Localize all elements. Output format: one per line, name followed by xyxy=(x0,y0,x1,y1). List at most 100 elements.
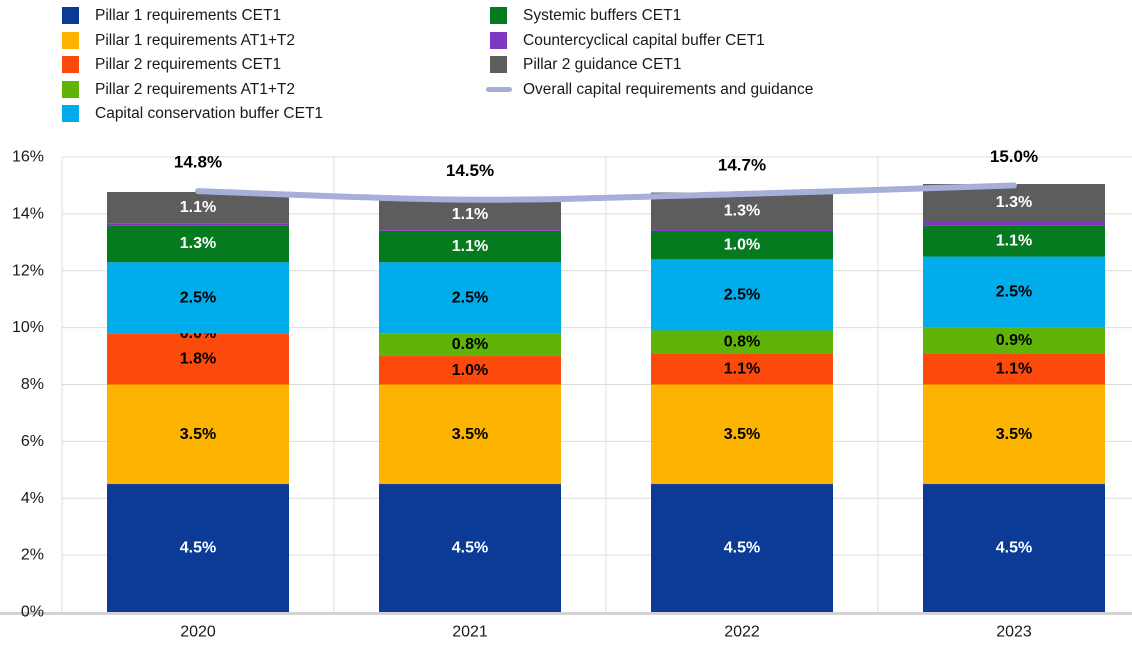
bar-segment xyxy=(107,333,289,385)
bar-segment xyxy=(651,259,833,331)
segment-value-label: 1.0% xyxy=(452,362,488,379)
x-axis-category-label: 2020 xyxy=(180,624,216,641)
total-value-label: 15.0% xyxy=(990,147,1038,166)
segment-value-label: 2.5% xyxy=(180,289,216,306)
legend-column-right: Systemic buffers CET1 Countercyclical cap… xyxy=(486,7,814,105)
segment-value-label: 4.5% xyxy=(180,540,216,557)
legend-label: Pillar 2 requirements CET1 xyxy=(95,56,282,73)
bar-segment xyxy=(379,484,561,612)
bar-segment xyxy=(107,191,289,224)
segment-value-label: 1.3% xyxy=(724,203,760,220)
segment-value-label: 1.1% xyxy=(180,199,216,216)
x-axis-category-label: 2022 xyxy=(724,624,760,641)
bar-segment xyxy=(651,384,833,485)
bar-segment xyxy=(107,384,289,485)
segment-value-label: 1.8% xyxy=(180,350,216,367)
legend-column-left: Pillar 1 requirements CET1 Pillar 1 requi… xyxy=(62,7,323,130)
bar-segment xyxy=(379,333,561,357)
bar-segment xyxy=(107,262,289,334)
legend-square-swatch-icon xyxy=(62,7,79,24)
legend-square-swatch-icon xyxy=(62,31,79,49)
x-axis-category-label: 2023 xyxy=(996,624,1032,641)
y-axis-tick-label: 10% xyxy=(12,319,44,336)
y-axis-tick-label: 0% xyxy=(21,604,44,621)
bar-segment xyxy=(923,256,1105,328)
bar-segment xyxy=(651,330,833,354)
total-value-label: 14.7% xyxy=(718,155,766,174)
bar-segment xyxy=(107,225,289,263)
y-axis-tick-label: 6% xyxy=(21,433,44,450)
segment-value-label: 1.3% xyxy=(996,194,1032,211)
bar-segment xyxy=(923,225,1105,257)
segment-value-label: 4.5% xyxy=(452,540,488,557)
legend-label: Pillar 2 requirements AT1+T2 xyxy=(95,80,296,98)
x-axis-category-label: 2021 xyxy=(452,624,488,641)
bar-segment xyxy=(651,484,833,612)
segment-value-label: 1.0% xyxy=(724,237,760,254)
segment-value-label: 1.1% xyxy=(452,206,488,223)
segment-value-label: 4.5% xyxy=(724,540,760,557)
segment-value-label: 1.1% xyxy=(996,360,1032,377)
legend-square-swatch-icon xyxy=(62,80,79,98)
bar-segment xyxy=(923,220,1105,226)
bar-segment xyxy=(923,353,1105,385)
bar-segment xyxy=(379,198,561,231)
bar-segment xyxy=(379,384,561,485)
segment-value-label: 2.5% xyxy=(724,286,760,303)
segment-value-label: 1.1% xyxy=(452,238,488,255)
bar-segment xyxy=(379,356,561,385)
segment-value-label: 2.5% xyxy=(996,284,1032,301)
y-axis-tick-label: 12% xyxy=(12,262,44,279)
bar-segment xyxy=(107,484,289,612)
legend-item: Systemic buffers CET1 xyxy=(490,7,813,24)
segment-value-label: 4.5% xyxy=(996,540,1032,557)
legend-square-swatch-icon xyxy=(62,105,79,122)
segment-value-label: 3.5% xyxy=(724,426,760,443)
legend-square-swatch-icon xyxy=(490,31,507,49)
bar-segment xyxy=(923,384,1105,485)
bar-segment xyxy=(651,229,833,231)
legend-label: Pillar 2 guidance CET1 xyxy=(523,56,682,73)
segment-value-label: 0.8% xyxy=(724,333,760,350)
legend-label: Pillar 1 requirements AT1+T2 xyxy=(95,31,296,49)
y-axis-tick-label: 2% xyxy=(21,547,44,564)
bar-segment xyxy=(379,230,561,231)
legend-label: Pillar 1 requirements CET1 xyxy=(95,7,282,24)
legend-item: Capital conservation buffer CET1 xyxy=(62,105,323,122)
legend-square-swatch-icon xyxy=(490,56,507,73)
segment-value-label: 1.3% xyxy=(180,235,216,252)
legend-item: Pillar 2 requirements AT1+T2 xyxy=(62,80,323,98)
bar-segment xyxy=(923,327,1105,354)
legend-label: Countercyclical capital buffer CET1 xyxy=(523,31,765,49)
legend-square-swatch-icon xyxy=(490,7,507,24)
y-axis-tick-label: 4% xyxy=(21,490,44,507)
legend-item: Overall capital requirements and guidanc… xyxy=(486,80,814,98)
legend-item: Pillar 1 requirements CET1 xyxy=(62,7,323,24)
bar-segment xyxy=(379,230,561,263)
segment-value-label: 0.8% xyxy=(452,336,488,353)
segment-value-label: 2.5% xyxy=(452,289,488,306)
segment-value-label: 3.5% xyxy=(996,426,1032,443)
legend-item: Pillar 2 guidance CET1 xyxy=(490,56,813,73)
y-axis-tick-label: 14% xyxy=(12,205,44,222)
legend-square-swatch-icon xyxy=(62,56,79,73)
segment-value-label: 3.5% xyxy=(180,426,216,443)
segment-value-label: 1.1% xyxy=(996,232,1032,249)
bar-segment xyxy=(923,484,1105,612)
legend-label: Overall capital requirements and guidanc… xyxy=(523,80,814,98)
bar-segment xyxy=(651,230,833,260)
y-axis-tick-label: 8% xyxy=(21,376,44,393)
legend-label: Systemic buffers CET1 xyxy=(523,7,682,24)
total-value-label: 14.5% xyxy=(446,161,494,180)
bar-segment xyxy=(651,192,833,230)
bar-segment xyxy=(651,353,833,385)
legend-label: Capital conservation buffer CET1 xyxy=(95,105,324,122)
total-value-label: 14.8% xyxy=(174,153,222,172)
segment-value-label: 3.5% xyxy=(452,426,488,443)
legend-line-swatch-icon xyxy=(486,86,512,92)
segment-value-label: 0.9% xyxy=(996,332,1032,349)
segment-value-label: 1.1% xyxy=(724,360,760,377)
overall-requirements-line xyxy=(195,182,1017,203)
legend-item: Pillar 2 requirements CET1 xyxy=(62,56,323,73)
